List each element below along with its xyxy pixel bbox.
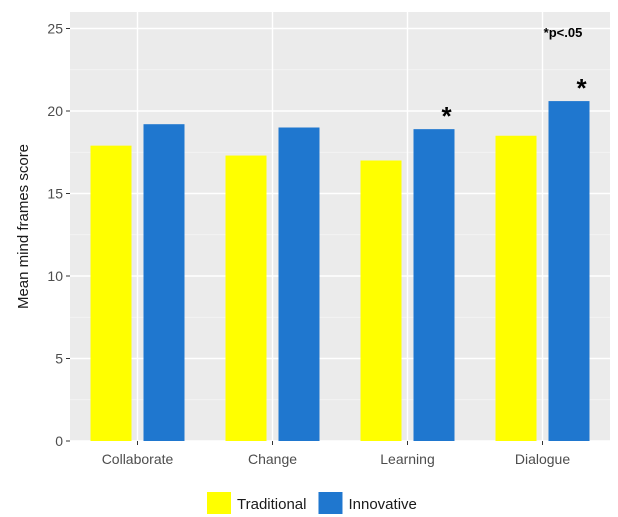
- x-tick-label: Change: [248, 451, 297, 467]
- significance-note: *p<.05: [544, 25, 583, 40]
- y-tick-label: 15: [47, 186, 63, 202]
- y-axis-label: Mean mind frames score: [15, 144, 32, 309]
- y-tick-label: 10: [47, 268, 63, 284]
- bars: [90, 101, 590, 442]
- legend-key-innovative: [318, 492, 343, 514]
- y-axis-ticks: 0 5 10 15 20 25: [47, 21, 70, 449]
- x-axis-ticks: Collaborate Change Learning Dialogue: [102, 441, 570, 467]
- x-tick-label: Learning: [380, 451, 435, 467]
- significance-markers: **: [441, 73, 587, 131]
- bar-innovative-learning: [413, 129, 455, 441]
- y-tick-label: 25: [47, 21, 63, 37]
- y-tick-label: 5: [55, 351, 63, 367]
- bar-traditional-change: [225, 155, 267, 442]
- significance-star: *: [441, 101, 452, 131]
- legend-key-traditional: [207, 492, 231, 514]
- significance-star: *: [576, 73, 587, 103]
- bar-traditional-collaborate: [90, 145, 132, 441]
- legend-label-traditional: Traditional: [237, 496, 306, 513]
- bar-traditional-learning: [360, 160, 402, 441]
- legend: Traditional Innovative: [207, 492, 417, 514]
- x-tick-label: Collaborate: [102, 451, 174, 467]
- x-tick-label: Dialogue: [515, 451, 570, 467]
- legend-label-innovative: Innovative: [348, 496, 416, 513]
- bar-innovative-collaborate: [143, 124, 185, 441]
- y-tick-label: 20: [47, 103, 63, 119]
- bar-innovative-dialogue: [548, 101, 590, 441]
- bar-traditional-dialogue: [495, 135, 537, 441]
- y-tick-label: 0: [55, 433, 63, 449]
- bar-innovative-change: [278, 127, 320, 441]
